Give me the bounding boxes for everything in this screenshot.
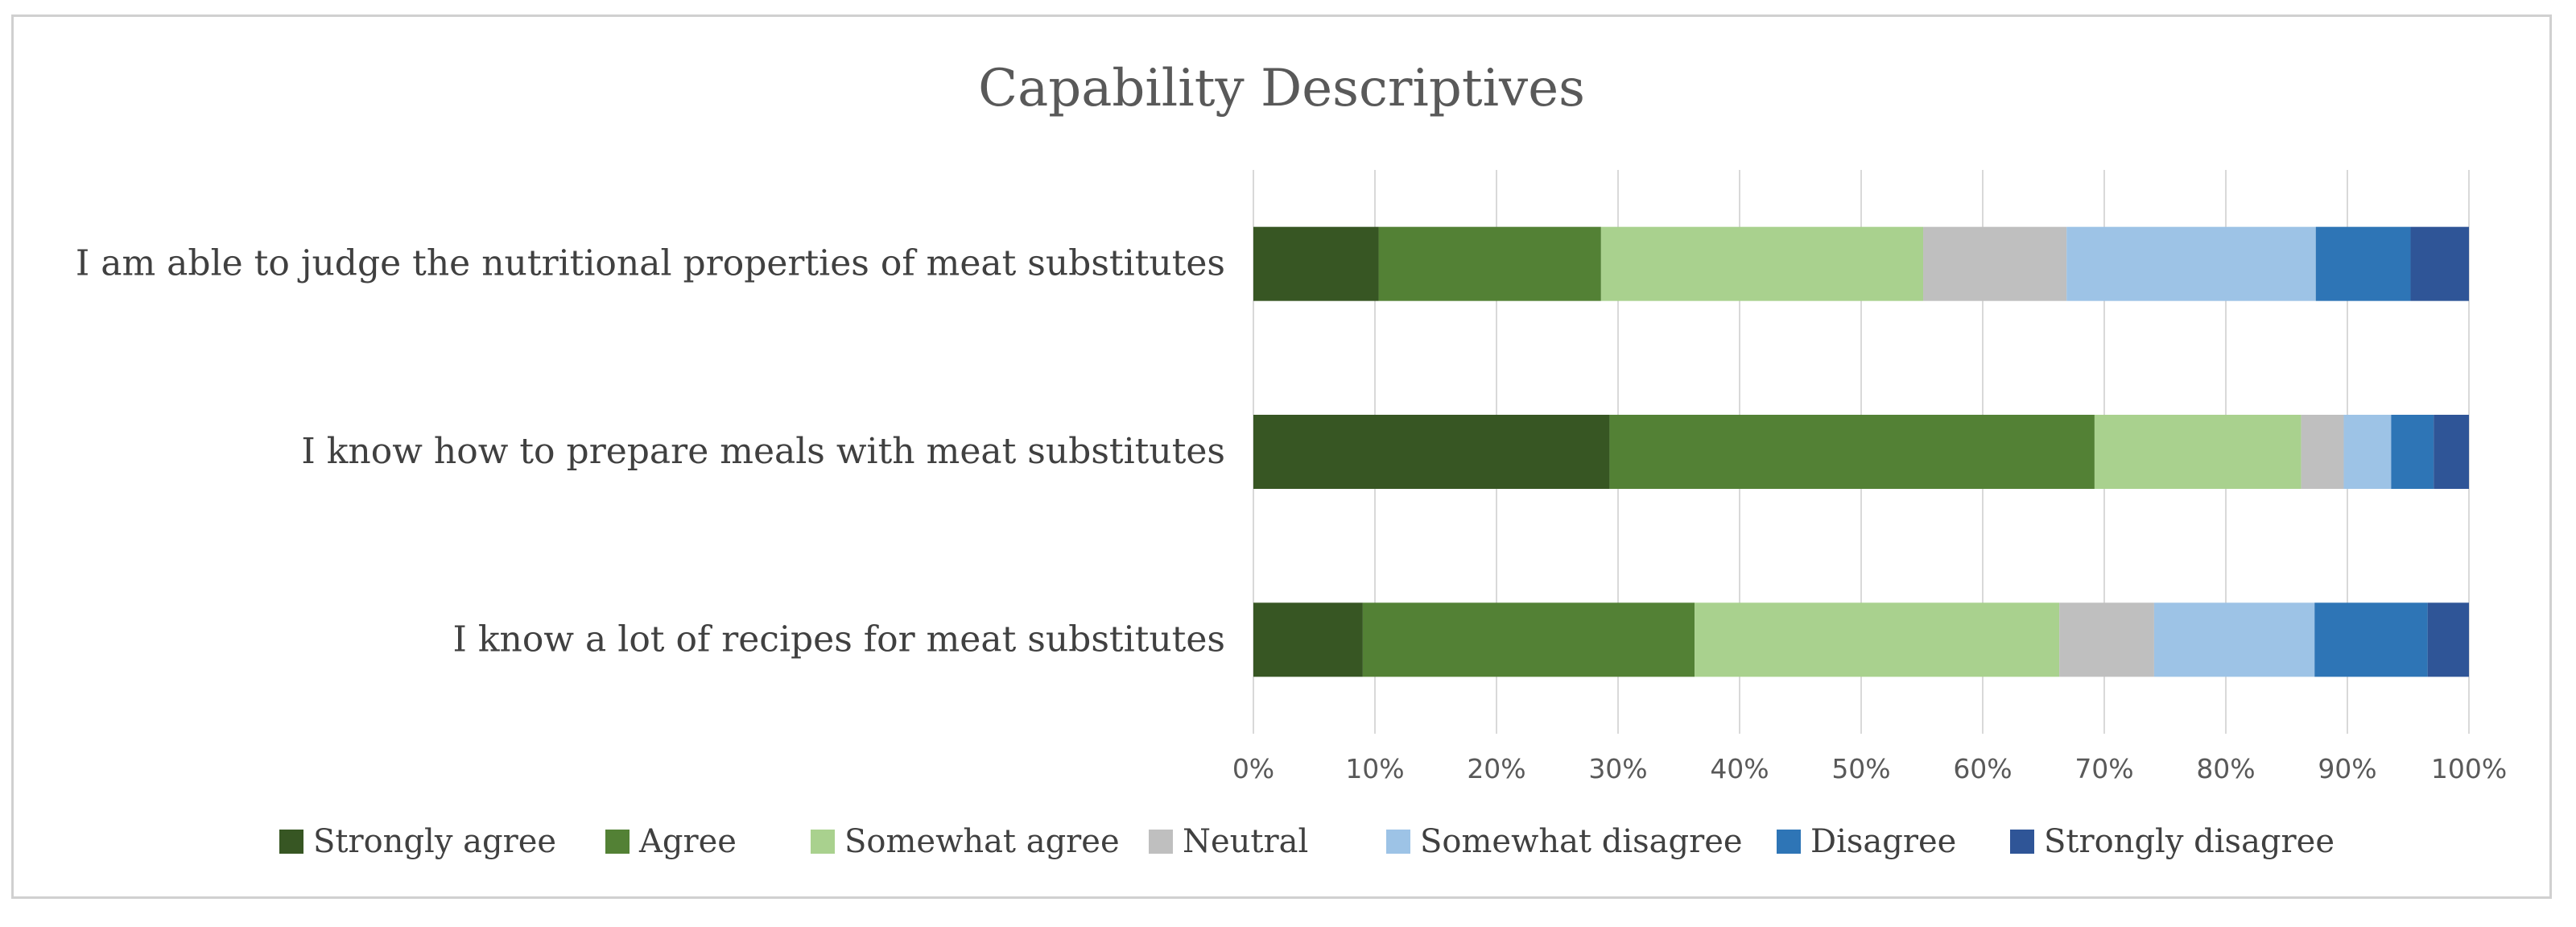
bar-segment-agree [1362,602,1695,677]
legend-label: Somewhat agree [844,823,1120,860]
category-label: I know a lot of recipes for meat substit… [453,619,1225,660]
bar-segment-disagree [2391,415,2434,489]
legend-swatch [1386,830,1410,854]
bar-segment-strongly-disagree [2410,226,2469,301]
bar-segment-agree [1609,415,2095,489]
legend-swatch [279,830,303,854]
bar-segment-somewhat-agree [1600,226,1924,301]
x-tick-label: 90% [2318,753,2376,784]
legend-label: Strongly agree [313,823,556,860]
bar-segment-neutral [1923,226,2067,301]
chart-frame: Capability Descriptives 0% 10% 20% 30% 40% 50%… [11,14,2552,899]
x-tick-label: 70% [2074,753,2133,784]
legend-label: Neutral [1183,823,1308,860]
x-tick-label: 30% [1588,753,1647,784]
legend-label: Disagree [1810,823,1956,860]
bar-segment-strongly-disagree [2427,602,2469,677]
bar-segment-disagree [2315,226,2411,301]
category-label: I know how to prepare meals with meat su… [301,431,1225,472]
bar-segment-somewhat-agree [1695,602,2060,677]
x-tick-label: 80% [2196,753,2255,784]
legend-swatch [1149,830,1173,854]
bar-segment-somewhat-disagree [2343,415,2392,489]
bar-segment-strongly-disagree [2434,415,2469,489]
category-label: I am able to judge the nutritional prope… [76,243,1225,284]
legend-swatch [811,830,835,854]
chart-svg: Capability Descriptives 0% 10% 20% 30% 40% 50%… [76,59,2507,860]
x-tick-label: 60% [1953,753,2012,784]
legend-swatch [1777,830,1801,854]
x-tick-label: 20% [1467,753,1525,784]
x-tick-label: 100% [2431,753,2507,784]
legend-label: Somewhat disagree [1420,823,1743,860]
bar-segment-somewhat-agree [2094,415,2301,489]
bar-segment-somewhat-disagree [2153,602,2315,677]
bar-segment-disagree [2314,602,2428,677]
bar-segment-somewhat-disagree [2066,226,2316,301]
x-tick-label: 50% [1831,753,1890,784]
x-tick-label: 10% [1345,753,1404,784]
x-tick-label: 0% [1232,753,1274,784]
chart-title: Capability Descriptives [978,59,1585,118]
bar-segment-agree [1378,226,1601,301]
x-tick-label: 40% [1710,753,1769,784]
legend-swatch [605,830,630,854]
legend-label: Strongly disagree [2044,823,2334,860]
legend-swatch [2010,830,2034,854]
legend-label: Agree [638,823,737,860]
bar-segment-strongly-agree [1253,602,1363,677]
bar-segment-neutral [2059,602,2154,677]
bar-segment-strongly-agree [1253,226,1379,301]
bar-segment-neutral [2301,415,2344,489]
bar-segment-strongly-agree [1253,415,1610,489]
